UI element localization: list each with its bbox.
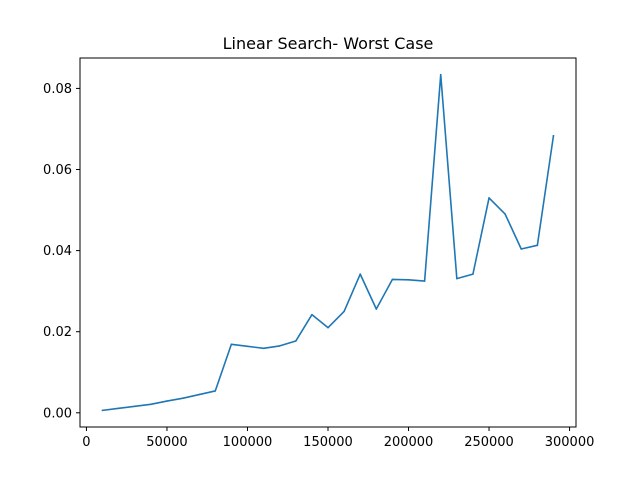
data-point — [278, 345, 281, 347]
x-tick-label: 300000 — [545, 435, 595, 450]
data-point — [230, 343, 233, 346]
series-layer — [101, 73, 555, 412]
data-point — [504, 213, 506, 215]
data-point — [391, 278, 394, 281]
data-point — [101, 409, 104, 412]
data-point — [375, 308, 378, 310]
y-tick-label: 0.08 — [43, 82, 72, 97]
data-point — [262, 347, 265, 350]
x-tick-label: 100000 — [223, 435, 273, 450]
data-point — [198, 393, 200, 396]
data-point — [488, 197, 490, 199]
data-point — [472, 273, 474, 275]
data-point — [536, 244, 539, 247]
data-point — [439, 73, 442, 76]
data-point — [359, 273, 362, 275]
data-point — [311, 313, 313, 316]
y-tick-label: 0.04 — [43, 244, 72, 259]
data-point — [214, 390, 217, 392]
plot-frame — [79, 57, 577, 428]
x-tick-label: 50000 — [146, 435, 187, 450]
data-point — [166, 400, 168, 402]
data-point — [246, 345, 249, 348]
data-point — [520, 248, 523, 250]
x-axis-ticks: 0 50000 100000 150000 200000 250000 300000 — [82, 427, 594, 450]
data-point — [133, 405, 136, 408]
data-point — [343, 310, 345, 313]
data-point — [407, 279, 410, 281]
data-point — [294, 340, 297, 342]
x-tick-label: 200000 — [384, 435, 434, 450]
chart-title: Linear Search- Worst Case — [223, 34, 434, 53]
data-point — [150, 403, 152, 406]
data-point — [552, 135, 555, 137]
data-point — [182, 397, 184, 400]
y-tick-label: 0.00 — [43, 406, 72, 421]
data-point — [456, 277, 458, 280]
data-point — [117, 407, 120, 410]
data-point — [327, 326, 329, 329]
y-axis-ticks: 0.00 0.02 0.04 0.06 0.08 — [43, 82, 80, 421]
x-tick-label: 150000 — [303, 435, 353, 450]
data-point — [423, 280, 426, 282]
x-tick-label: 250000 — [464, 435, 514, 450]
x-tick-label: 0 — [82, 435, 90, 450]
y-tick-label: 0.02 — [43, 325, 72, 340]
y-tick-label: 0.06 — [43, 163, 72, 178]
